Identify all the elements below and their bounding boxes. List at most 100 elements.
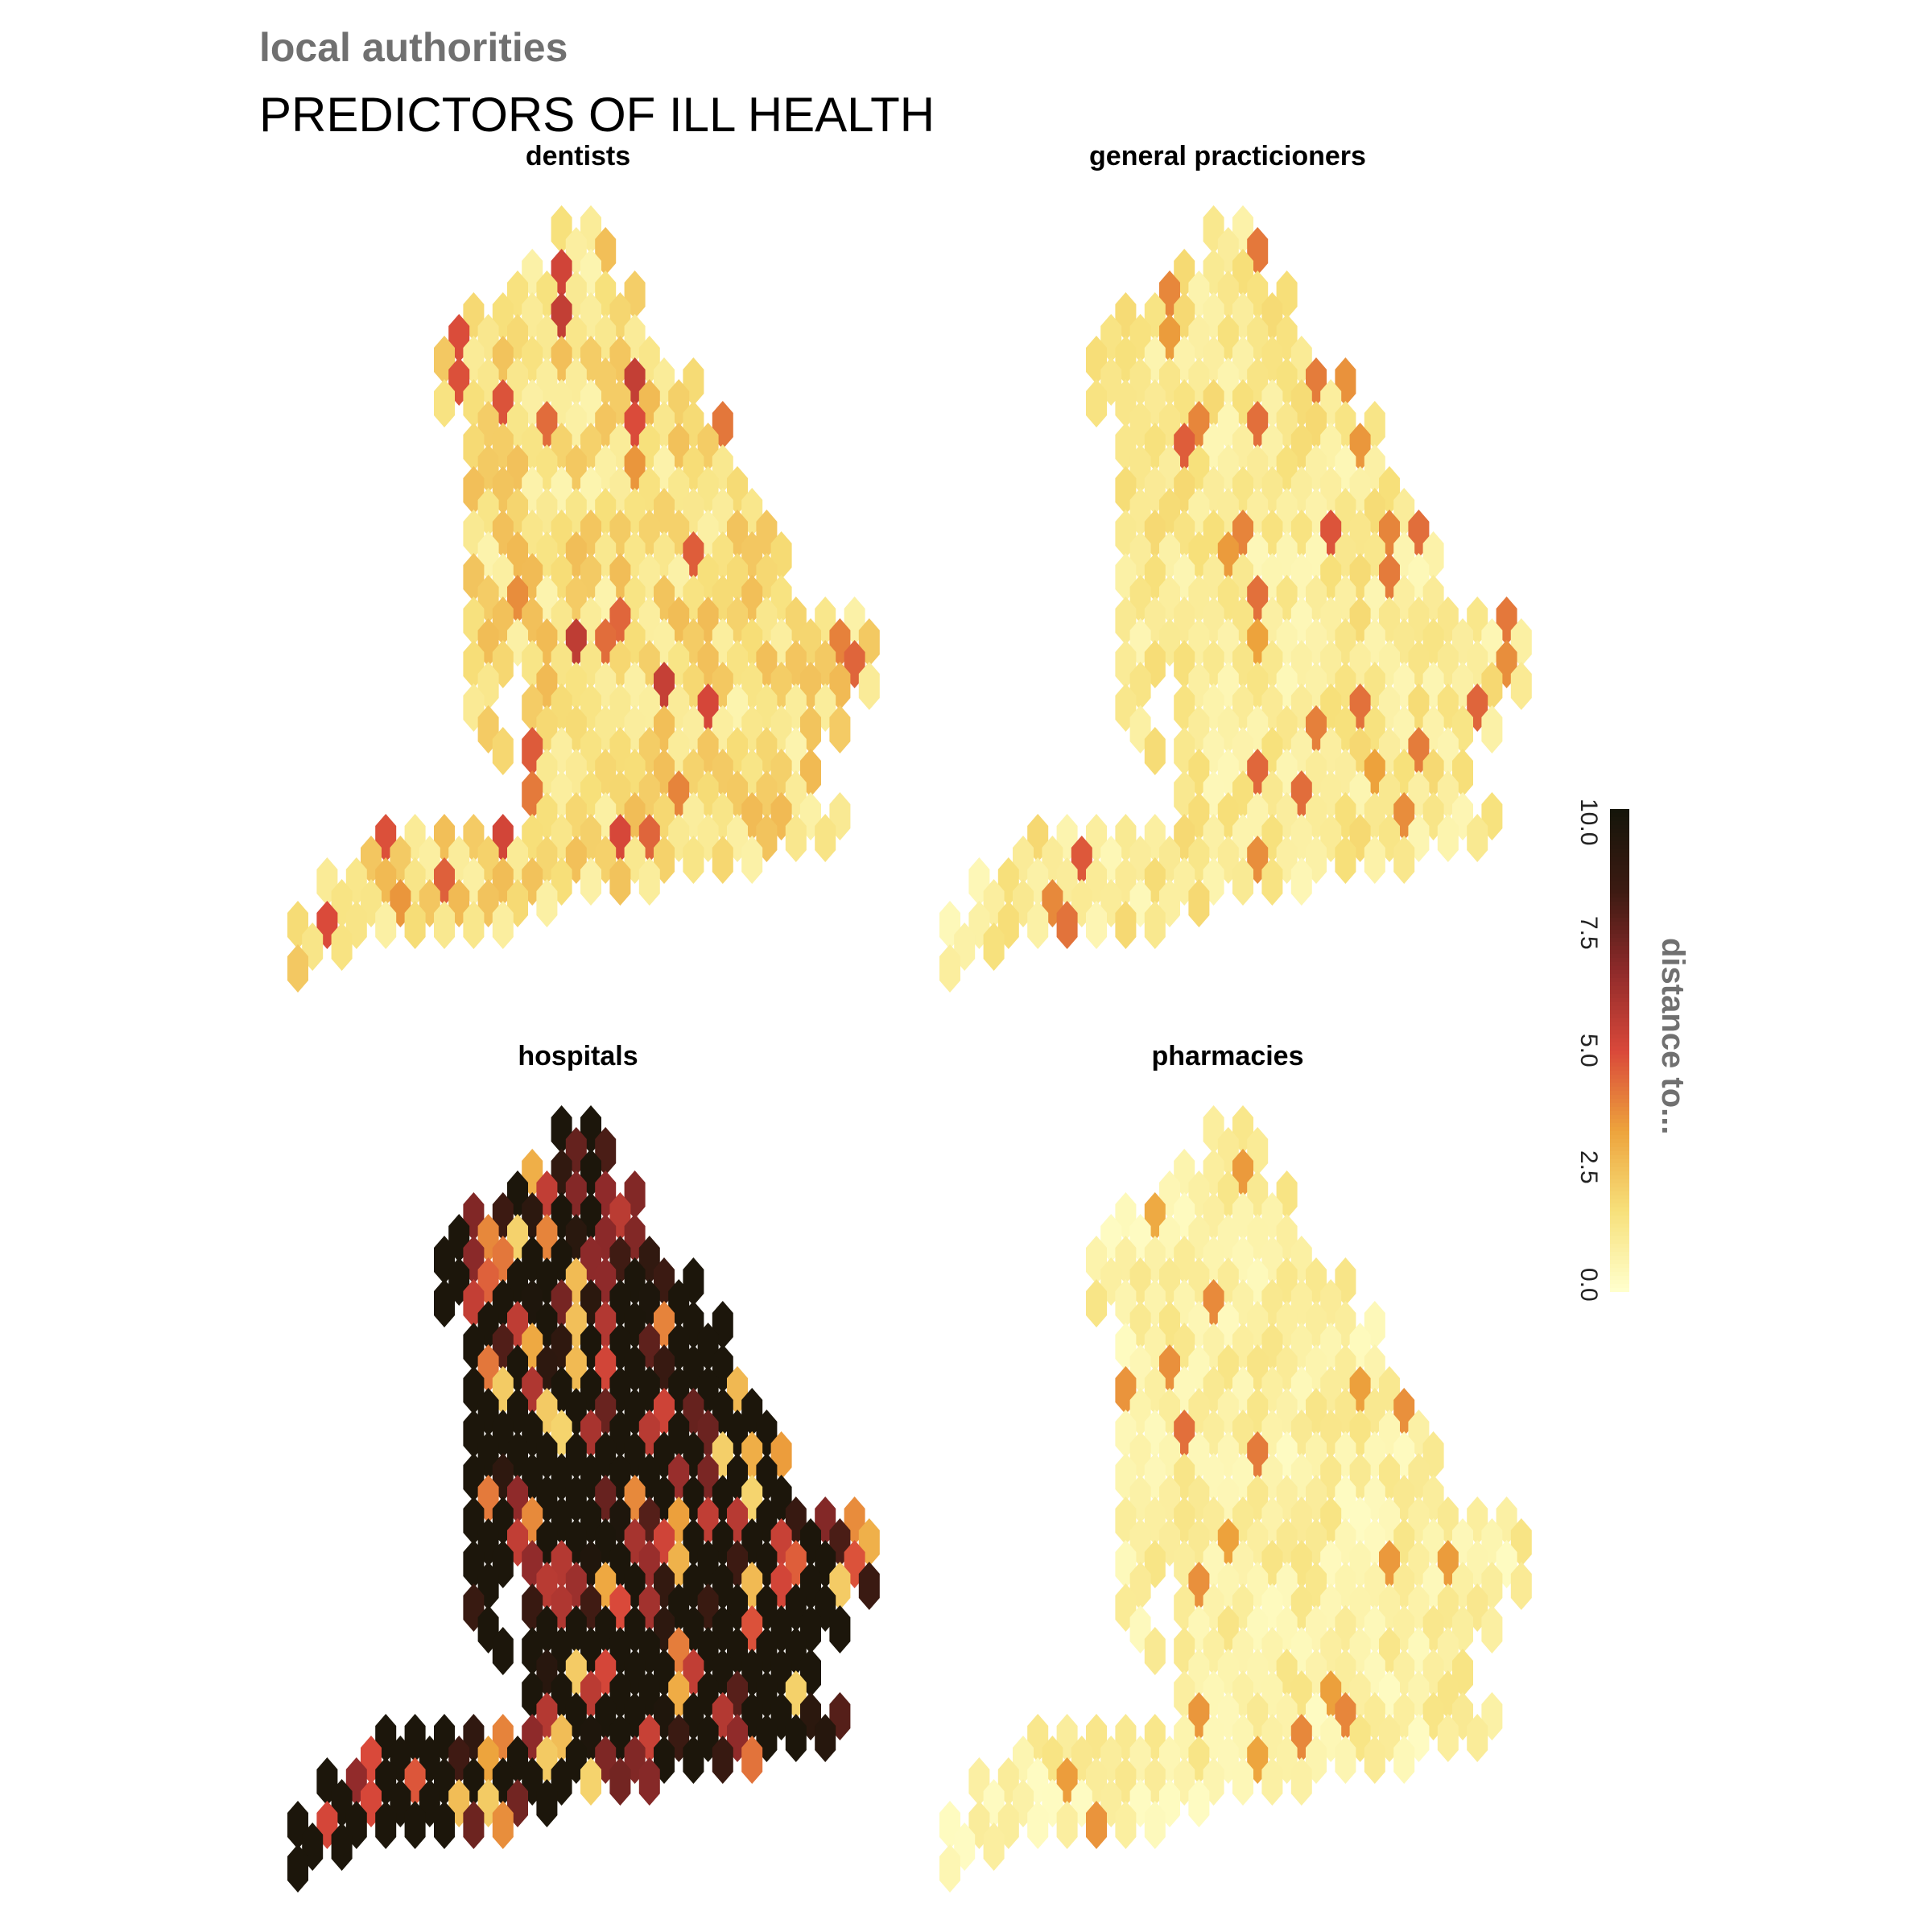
legend-swatch <box>1610 898 1629 902</box>
hex-cell <box>1027 901 1049 949</box>
legend-swatch <box>1610 894 1629 898</box>
legend-swatch <box>1610 998 1629 1003</box>
legend-swatch <box>1610 958 1629 963</box>
legend-swatch <box>1610 1171 1629 1176</box>
hex-cell <box>785 1714 807 1762</box>
legend-tick-label: 10.0 <box>1575 799 1602 846</box>
legend-swatch <box>1610 837 1629 842</box>
hex-cell <box>858 662 880 710</box>
legend-swatch <box>1610 942 1629 947</box>
legend-swatch <box>1610 1175 1629 1180</box>
legend-swatch <box>1610 1042 1629 1047</box>
hex-cell <box>638 857 660 906</box>
legend-swatch <box>1610 934 1629 939</box>
legend-swatch <box>1610 1159 1629 1164</box>
hex-cell <box>492 727 514 775</box>
chart-subtitle: local authorities <box>259 25 568 70</box>
hex-cell <box>580 857 601 906</box>
legend-title: distance to... <box>1655 938 1690 1135</box>
hex-cell <box>1364 836 1385 884</box>
hex-cell <box>712 836 733 884</box>
hex-cell <box>1481 1605 1503 1653</box>
hex-cell <box>683 1736 704 1784</box>
legend-swatch <box>1610 1095 1629 1100</box>
legend-tick-label: 7.5 <box>1575 916 1602 950</box>
hex-cell <box>1232 1757 1253 1806</box>
legend-swatch <box>1610 1115 1629 1120</box>
hex-cell <box>492 1627 514 1675</box>
legend-swatch <box>1610 841 1629 846</box>
hex-cell <box>1056 901 1078 949</box>
legend-swatch <box>1610 1284 1629 1289</box>
hex-cell <box>1144 727 1166 775</box>
legend-swatch <box>1610 1143 1629 1148</box>
legend-swatch <box>1610 881 1629 886</box>
legend-swatch <box>1610 1248 1629 1253</box>
hex-cell <box>638 1757 660 1806</box>
hex-cell <box>1115 1801 1137 1849</box>
legend-swatch <box>1610 809 1629 814</box>
hex-cell <box>983 923 1005 971</box>
legend-swatch <box>1610 918 1629 923</box>
legend-swatch <box>1610 1107 1629 1112</box>
legend-swatch <box>1610 1260 1629 1265</box>
hex-cell <box>1144 901 1166 949</box>
panel-title-dentists: dentists <box>525 141 631 171</box>
legend-swatch <box>1610 1280 1629 1285</box>
panel-title-pharmacies: pharmacies <box>1151 1041 1304 1071</box>
hex-cell <box>1086 1801 1107 1849</box>
hex-cell <box>939 1844 960 1893</box>
hex-cell <box>1144 1627 1166 1675</box>
legend-swatch <box>1610 1034 1629 1039</box>
legend-swatch <box>1610 1018 1629 1023</box>
hex-cell <box>1364 1736 1385 1784</box>
legend-swatch <box>1610 1268 1629 1273</box>
legend-swatch <box>1610 1244 1629 1249</box>
legend-swatch <box>1610 1091 1629 1096</box>
legend-swatch <box>1610 1059 1629 1063</box>
hex-cell <box>683 836 704 884</box>
legend-swatch <box>1610 1055 1629 1059</box>
legend-swatch <box>1610 1288 1629 1292</box>
hex-cell <box>1467 1714 1488 1762</box>
hex-cell <box>1393 1736 1415 1784</box>
legend-swatch <box>1610 1167 1629 1172</box>
hex-cell <box>1086 379 1107 427</box>
legend-swatch <box>1610 906 1629 910</box>
legend-swatch <box>1610 861 1629 866</box>
hex-cell <box>1467 814 1488 862</box>
legend-swatch <box>1610 910 1629 914</box>
legend-swatch <box>1610 833 1629 838</box>
legend-swatch <box>1610 857 1629 862</box>
hex-cell <box>1261 857 1283 906</box>
legend-swatch <box>1610 938 1629 943</box>
hexmap-gp <box>939 205 1532 993</box>
hex-cell <box>1290 1757 1312 1806</box>
legend-swatch <box>1610 922 1629 927</box>
legend-swatch <box>1610 1139 1629 1144</box>
hex-cell <box>1393 836 1415 884</box>
hex-cell <box>983 1823 1005 1871</box>
hexmap-pharmacies <box>939 1105 1532 1893</box>
legend-swatch <box>1610 1179 1629 1184</box>
legend-swatch <box>1610 1063 1629 1067</box>
legend-swatch <box>1610 1199 1629 1204</box>
legend-swatch <box>1610 950 1629 955</box>
hex-cell <box>331 923 353 971</box>
hex-cell <box>1437 1714 1459 1762</box>
hex-cell <box>1510 1562 1532 1610</box>
legend-swatch <box>1610 982 1629 987</box>
legend-swatch <box>1610 930 1629 935</box>
legend-swatch <box>1610 1046 1629 1051</box>
legend-swatch <box>1610 1216 1629 1220</box>
legend-swatch <box>1610 1111 1629 1116</box>
legend-swatch <box>1610 946 1629 951</box>
legend-swatch <box>1610 821 1629 826</box>
legend-swatch <box>1610 829 1629 834</box>
hex-cell <box>939 944 960 993</box>
hex-cell <box>434 901 455 949</box>
legend-swatch <box>1610 1232 1629 1236</box>
legend-swatch <box>1610 926 1629 931</box>
legend-swatch <box>1610 1191 1629 1196</box>
legend-swatch <box>1610 1264 1629 1269</box>
